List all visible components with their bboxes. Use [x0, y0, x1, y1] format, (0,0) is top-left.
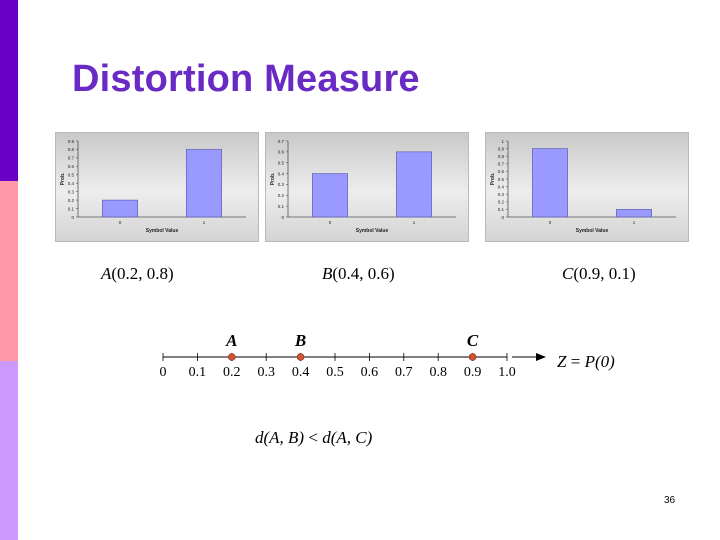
bar-chart-a: 0 0.1 0.2 0.3 0.4 0.5 0.6 0.7 0.8 0.9 0 1 Symbol Val…: [55, 132, 259, 242]
y-tick-label: 0.5: [278, 161, 285, 166]
page-number: 36: [664, 495, 676, 506]
label-point-a-name: A: [101, 264, 112, 283]
formula-d-op: <: [304, 428, 323, 447]
x-axis-label: Symbol Value: [576, 228, 609, 234]
sidebar-band-lavender: [0, 361, 18, 540]
label-point-a: A(0.2, 0.8): [101, 264, 174, 284]
sidebar-band-purple: [0, 0, 18, 181]
label-point-b: B(0.4, 0.6): [322, 264, 395, 284]
arrow-right-icon: [536, 353, 546, 361]
bar: [396, 151, 432, 218]
formula-z-lhs: Z: [557, 352, 567, 371]
x-tick-label: 1: [413, 220, 416, 225]
label-point-a-coords: (0.2, 0.8): [111, 264, 174, 283]
number-line-tick-label: 0.2: [223, 365, 241, 380]
y-tick-label: 0.4: [498, 184, 505, 189]
number-line-point: [228, 353, 236, 361]
label-point-c: C(0.9, 0.1): [562, 264, 636, 284]
x-axis-label: Symbol Value: [356, 228, 389, 234]
y-tick-label: 0.1: [278, 204, 285, 209]
bar: [102, 199, 138, 218]
x-tick-label: 0: [329, 220, 332, 225]
formula-z-rhs: P(0): [584, 352, 615, 371]
number-line-point-label: B: [294, 331, 307, 350]
y-tick-label: 0.9: [68, 139, 75, 144]
bar-chart-b: 0 0.1 0.2 0.3 0.4 0.5 0.6 0.7 0 1 Symbol Value Prob…: [265, 132, 469, 242]
y-tick-label: 0.9: [498, 146, 505, 151]
number-line-tick-label: 0.4: [291, 365, 310, 380]
x-tick-label: 0: [549, 220, 552, 225]
label-point-b-coords: (0.4, 0.6): [332, 264, 395, 283]
number-line-tick-label: 0.8: [429, 365, 447, 380]
y-tick-label: 0.6: [498, 169, 505, 174]
y-tick-label: 0.6: [68, 164, 75, 169]
y-tick-label: 0: [501, 215, 504, 220]
y-tick-label: 0.1: [68, 206, 75, 211]
y-tick-label: 1: [501, 139, 504, 144]
y-tick-label: 0.3: [498, 192, 505, 197]
slide-title: Distortion Measure: [72, 58, 420, 100]
number-line-tick-label: 0.9: [463, 365, 482, 380]
x-axis-label: Symbol Value: [146, 228, 179, 234]
label-point-c-name: C: [562, 264, 574, 283]
y-axis-label: Prob.: [490, 172, 496, 185]
number-line-tick-label: 0.1: [188, 365, 207, 380]
formula-d-right: d: [322, 428, 331, 447]
number-line-point: [468, 353, 477, 361]
number-line-point-label: A: [226, 331, 238, 350]
formula-d-left: d: [255, 428, 264, 447]
y-tick-label: 0.8: [68, 147, 75, 152]
y-tick-label: 0.3: [68, 189, 75, 194]
y-tick-label: 0.6: [278, 150, 285, 155]
label-point-c-coords: (0.9, 0.1): [573, 264, 636, 283]
y-tick-label: 0.2: [278, 193, 285, 198]
y-axis-label: Prob.: [270, 172, 276, 185]
x-tick-label: 1: [203, 220, 206, 225]
formula-d-right-args: (A, C): [330, 428, 373, 447]
y-tick-label: 0.2: [68, 198, 75, 203]
y-tick-label: 0.2: [498, 200, 505, 205]
label-point-b-name: B: [322, 264, 333, 283]
number-line-tick-label: 0: [159, 365, 167, 380]
formula-d-left-args: (A, B): [263, 428, 305, 447]
number-line-tick-label: 1.0: [498, 365, 516, 380]
y-tick-label: 0: [281, 215, 284, 220]
number-line-tick-label: 0.3: [257, 365, 275, 380]
bar: [186, 149, 222, 218]
number-line-point: [296, 353, 305, 361]
formula-z: Z = P(0): [557, 352, 615, 372]
bar: [616, 209, 652, 218]
formula-distance: d(A, B) < d(A, C): [255, 428, 372, 448]
y-tick-label: 0.5: [498, 177, 505, 182]
y-tick-label: 0.3: [278, 182, 285, 187]
number-line-point-label: C: [466, 331, 479, 350]
formula-z-eq: =: [566, 352, 585, 371]
y-tick-label: 0.7: [68, 156, 75, 161]
y-tick-label: 0.1: [498, 207, 505, 212]
y-tick-label: 0: [71, 215, 74, 220]
y-tick-label: 0.7: [278, 139, 285, 144]
number-line-tick-label: 0.5: [326, 365, 344, 380]
y-tick-label: 0.7: [498, 162, 505, 167]
x-tick-label: 0: [119, 220, 122, 225]
x-tick-label: 1: [633, 220, 636, 225]
y-tick-label: 0.4: [278, 171, 285, 176]
bar-chart-c: 0 0.1 0.2 0.3 0.4 0.5 0.6 0.7 0.8 0.9 1 0 1 Symbol Va…: [485, 132, 689, 242]
number-line-tick-label: 0.6: [360, 365, 379, 380]
y-tick-label: 0.8: [498, 154, 505, 159]
number-line-tick-label: 0.7: [395, 365, 413, 380]
y-tick-label: 0.4: [68, 181, 75, 186]
bar: [532, 148, 568, 218]
y-axis-label: Prob.: [60, 172, 66, 185]
bar: [312, 173, 348, 218]
sidebar-band-pink: [0, 181, 18, 361]
y-tick-label: 0.5: [68, 173, 75, 178]
